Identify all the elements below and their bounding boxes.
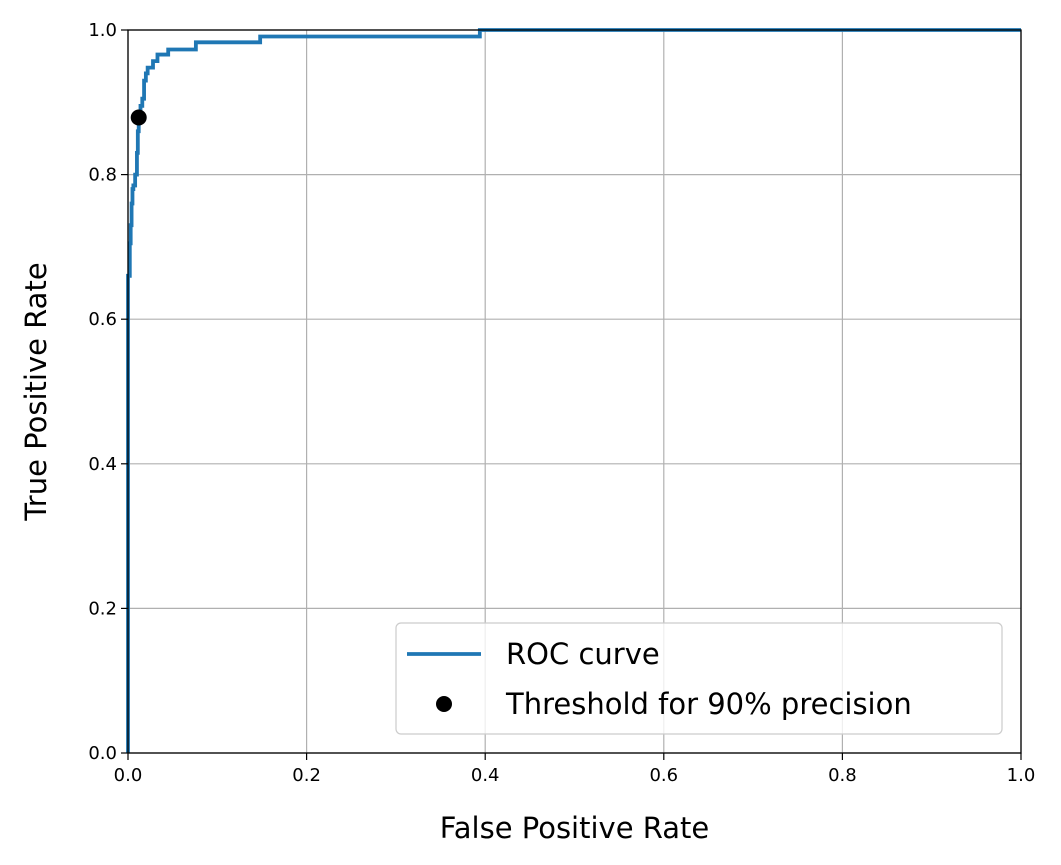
legend-marker-threshold (436, 696, 452, 712)
y-tick-label: 0.0 (88, 743, 117, 764)
y-tick-label: 0.2 (88, 598, 117, 619)
y-tick-label: 1.0 (88, 20, 117, 41)
x-tick-label: 0.2 (292, 765, 321, 786)
x-tick-label: 0.6 (649, 765, 678, 786)
legend-label: Threshold for 90% precision (505, 687, 912, 721)
series-layer (126, 28, 1021, 753)
threshold-point (130, 109, 147, 126)
y-tick-label: 0.4 (88, 454, 117, 475)
x-axis-title: False Positive Rate (440, 811, 710, 845)
y-axis-title: True Positive Rate (19, 262, 53, 521)
legend-label: ROC curve (506, 637, 660, 671)
legend: ROC curve Threshold for 90% precision (395, 622, 1003, 735)
y-tick-label: 0.6 (88, 309, 117, 330)
x-tick-label: 0.8 (828, 765, 857, 786)
ticks: 0.0 0.2 0.4 0.6 0.8 1.0 0.0 0.2 0.4 0.6 0.8 1.0 (88, 20, 1035, 786)
plot-frame (127, 29, 1022, 754)
x-tick-label: 1.0 (1007, 765, 1036, 786)
y-tick-label: 0.8 (88, 165, 117, 186)
x-tick-label: 0.4 (471, 765, 500, 786)
x-tick-label: 0.0 (114, 765, 143, 786)
legend-box (395, 622, 1003, 735)
